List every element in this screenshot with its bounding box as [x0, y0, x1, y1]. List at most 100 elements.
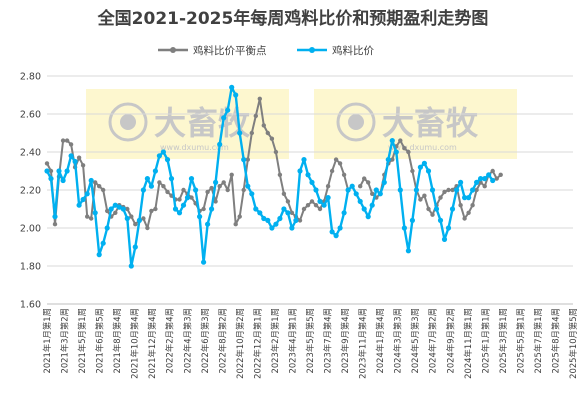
- data-point: [345, 187, 351, 193]
- data-point: [261, 123, 266, 128]
- y-tick-label: 2.00: [20, 224, 41, 235]
- data-point: [217, 141, 223, 147]
- data-point: [418, 197, 423, 202]
- x-tick-label: 2022年8月第2周: [217, 308, 227, 373]
- data-point: [474, 179, 480, 185]
- data-point: [153, 206, 158, 212]
- data-point: [305, 172, 311, 178]
- data-point: [358, 184, 363, 189]
- data-point: [116, 204, 122, 210]
- data-point: [225, 107, 231, 113]
- data-point: [68, 142, 74, 147]
- series-chicken-feed-ratio: [44, 84, 496, 269]
- data-point: [64, 168, 70, 174]
- data-point: [197, 214, 203, 220]
- data-point: [237, 214, 242, 219]
- data-point: [85, 214, 90, 219]
- data-point: [441, 236, 448, 242]
- data-point: [201, 259, 207, 265]
- data-point: [72, 158, 78, 165]
- data-point: [281, 206, 287, 212]
- legend-marker-ratio: [309, 47, 315, 53]
- data-point: [265, 130, 270, 136]
- data-point: [474, 187, 479, 193]
- data-point: [490, 168, 495, 174]
- data-point: [181, 187, 186, 193]
- data-point: [253, 206, 259, 212]
- data-point: [482, 176, 488, 182]
- data-point: [80, 196, 86, 203]
- y-tick-label: 2.60: [20, 110, 41, 121]
- data-point: [385, 157, 391, 163]
- data-point: [437, 217, 444, 223]
- data-point: [297, 218, 303, 223]
- data-point: [406, 149, 411, 155]
- data-point: [297, 168, 303, 174]
- data-point: [241, 157, 247, 163]
- data-point: [132, 244, 138, 250]
- data-point: [229, 84, 235, 90]
- data-point: [301, 206, 307, 212]
- data-point: [269, 136, 275, 141]
- data-point: [438, 195, 443, 200]
- data-point: [313, 203, 319, 208]
- data-point: [425, 168, 432, 174]
- data-point: [60, 138, 66, 143]
- data-point: [133, 222, 138, 227]
- data-point: [462, 216, 467, 221]
- y-tick-label: 1.80: [20, 262, 41, 273]
- x-tick-label: 2021年6月第5周: [95, 308, 105, 373]
- data-point: [249, 130, 254, 136]
- data-point: [265, 217, 271, 223]
- data-point: [470, 203, 475, 208]
- data-point: [313, 187, 319, 193]
- x-tick-label: 2021年3月第2周: [60, 308, 70, 373]
- data-point: [129, 214, 134, 219]
- series-balance-point: [44, 96, 503, 231]
- data-point: [160, 149, 166, 155]
- watermark-left: 大畜牧 www.dxumu.com: [86, 89, 289, 159]
- data-point: [245, 183, 251, 189]
- data-point: [333, 157, 339, 162]
- x-tick-label: 2023年4月第1周: [287, 308, 297, 373]
- data-point: [486, 172, 492, 178]
- y-tick-label: 2.40: [20, 148, 41, 159]
- data-point: [168, 176, 175, 182]
- data-point: [329, 168, 335, 174]
- data-point: [52, 214, 58, 220]
- data-point: [201, 206, 206, 212]
- legend-label-ratio: 鸡料比价: [332, 44, 374, 57]
- data-point: [454, 187, 460, 193]
- x-tick-label: 2024年3月第3周: [393, 308, 403, 373]
- data-point: [108, 206, 114, 212]
- data-point: [498, 172, 503, 177]
- data-point: [112, 202, 118, 208]
- data-point: [305, 203, 311, 208]
- dachumu-logo-icon: [336, 102, 376, 142]
- data-point: [96, 252, 102, 258]
- data-point: [329, 229, 335, 235]
- data-point: [105, 208, 110, 214]
- data-point: [273, 221, 279, 227]
- data-point: [261, 215, 267, 222]
- data-point: [100, 240, 106, 246]
- x-tick-label: 2023年5月第5周: [305, 308, 315, 373]
- data-point: [337, 161, 343, 166]
- data-point: [442, 189, 447, 195]
- data-point: [52, 222, 58, 227]
- data-point: [470, 187, 476, 193]
- data-point: [398, 138, 403, 143]
- data-point: [241, 187, 246, 193]
- data-point: [213, 199, 218, 204]
- data-point: [161, 184, 166, 189]
- data-point: [221, 115, 227, 121]
- data-point: [281, 191, 287, 196]
- x-tick-label: 2023年2月第1周: [270, 308, 280, 373]
- x-tick-label: 2023年11月第4周: [358, 308, 368, 379]
- data-point: [445, 225, 452, 231]
- data-point: [409, 217, 415, 223]
- data-point: [44, 168, 50, 174]
- data-point: [164, 157, 171, 163]
- y-axis: 1.60 1.80 2.00 2.20 2.40 2.60 2.80: [20, 72, 41, 311]
- data-point: [125, 206, 130, 212]
